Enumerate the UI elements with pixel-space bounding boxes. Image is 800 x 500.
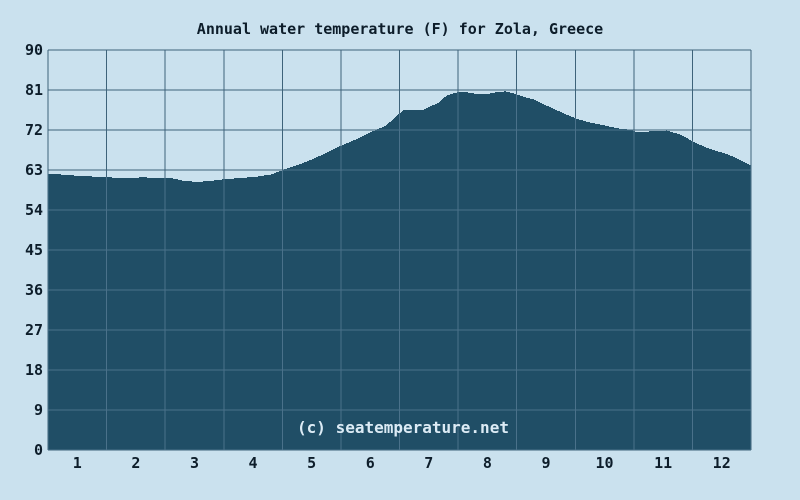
y-axis-label: 18 (25, 361, 43, 379)
y-axis-label: 81 (25, 81, 43, 99)
x-axis-label: 2 (131, 454, 140, 472)
y-axis-label: 0 (34, 441, 43, 459)
x-axis-labels: 1 2 3 4 5 6 7 8 9 10 11 12 (73, 454, 731, 472)
x-axis-label: 9 (541, 454, 550, 472)
y-axis-label: 54 (25, 201, 43, 219)
y-axis-label: 45 (25, 241, 43, 259)
y-axis-label: 9 (34, 401, 43, 419)
x-axis-label: 3 (190, 454, 199, 472)
x-axis-label: 4 (249, 454, 258, 472)
chart-title: Annual water temperature (F) for Zola, G… (197, 20, 603, 38)
y-axis-label: 36 (25, 281, 43, 299)
y-axis-label: 72 (25, 121, 43, 139)
y-axis-label: 27 (25, 321, 43, 339)
y-axis-label: 63 (25, 161, 43, 179)
x-axis-label: 6 (366, 454, 375, 472)
x-axis-label: 12 (713, 454, 731, 472)
watermark: (c) seatemperature.net (297, 418, 509, 437)
x-axis-label: 5 (307, 454, 316, 472)
x-axis-label: 7 (424, 454, 433, 472)
x-axis-label: 8 (483, 454, 492, 472)
x-axis-label: 1 (73, 454, 82, 472)
x-axis-label: 11 (654, 454, 672, 472)
x-axis-label: 10 (596, 454, 614, 472)
y-axis-label: 90 (25, 41, 43, 59)
